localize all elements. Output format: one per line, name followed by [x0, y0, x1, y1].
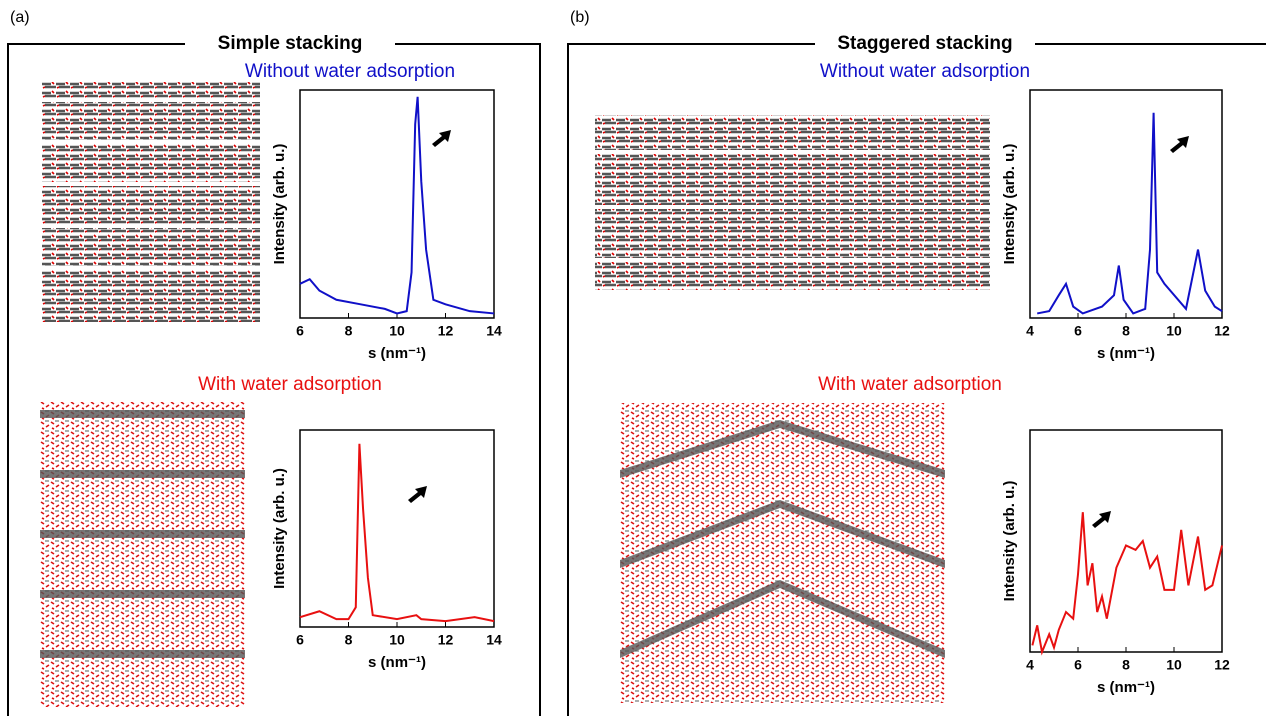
y-axis-label: Intensity (arb. u.) — [271, 144, 288, 265]
data-line — [299, 443, 495, 623]
x-tick-label: 10 — [389, 323, 405, 339]
x-tick-label: 4 — [1026, 657, 1034, 673]
x-tick-label: 8 — [345, 632, 353, 648]
x-tick-label: 12 — [438, 323, 454, 339]
plot-frame — [299, 429, 495, 628]
arrow — [1092, 511, 1111, 528]
plot-frame — [299, 89, 495, 319]
data-line — [1037, 112, 1223, 315]
x-tick-label: 10 — [389, 632, 405, 648]
plot-frame — [1029, 429, 1223, 653]
x-tick-label: 6 — [296, 632, 304, 648]
y-axis-label: Intensity (arb. u.) — [271, 468, 288, 589]
panel-label: (a) — [10, 9, 30, 26]
x-axis-label: s (nm⁻¹) — [368, 345, 426, 362]
plot-frame — [1029, 89, 1223, 319]
chart-title: With water adsorption — [198, 374, 382, 395]
x-tick-label: 4 — [1026, 323, 1034, 339]
panel-frames — [7, 43, 1266, 716]
x-tick-label: 14 — [486, 323, 502, 339]
x-tick-label: 8 — [1122, 657, 1130, 673]
arrow — [408, 486, 427, 503]
x-tick-label: 12 — [1214, 657, 1230, 673]
x-tick-label: 10 — [1166, 657, 1182, 673]
panel-label: (b) — [570, 9, 590, 26]
x-axis-label: s (nm⁻¹) — [368, 654, 426, 671]
x-tick-label: 6 — [1074, 323, 1082, 339]
panel-title: Simple stacking — [218, 33, 363, 54]
y-axis-label: Intensity (arb. u.) — [1001, 144, 1018, 265]
data-line — [1031, 512, 1223, 656]
x-tick-label: 8 — [1122, 323, 1130, 339]
x-axis-label: s (nm⁻¹) — [1097, 345, 1155, 362]
x-tick-label: 14 — [486, 632, 502, 648]
x-axis-label: s (nm⁻¹) — [1097, 679, 1155, 696]
x-tick-label: 12 — [1214, 323, 1230, 339]
image-gaps — [42, 98, 990, 270]
x-tick-label: 6 — [296, 323, 304, 339]
arrow — [1170, 136, 1189, 153]
x-tick-label: 10 — [1166, 323, 1182, 339]
chart-title: With water adsorption — [818, 374, 1002, 395]
chart-title: Without water adsorption — [820, 61, 1030, 82]
arrow — [432, 130, 451, 147]
x-tick-label: 12 — [438, 632, 454, 648]
image-layers — [40, 410, 945, 658]
data-line — [299, 96, 495, 315]
chart-title: Without water adsorption — [245, 61, 455, 82]
x-tick-label: 8 — [345, 323, 353, 339]
x-tick-label: 6 — [1074, 657, 1082, 673]
y-axis-label: Intensity (arb. u.) — [1001, 481, 1018, 602]
panel-title: Staggered stacking — [837, 33, 1012, 54]
